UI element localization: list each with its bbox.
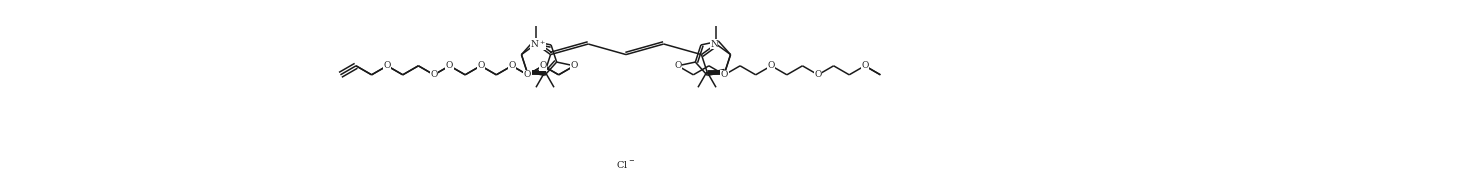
Text: O: O — [477, 61, 484, 70]
Text: O: O — [477, 61, 484, 70]
Text: O: O — [861, 61, 868, 70]
Text: Cl$^-$: Cl$^-$ — [615, 160, 634, 171]
Text: N: N — [710, 39, 718, 48]
Text: N$^+$: N$^+$ — [530, 38, 546, 50]
Text: O: O — [508, 61, 515, 70]
Text: O: O — [767, 61, 774, 70]
Text: O: O — [814, 70, 821, 79]
Text: O: O — [674, 61, 682, 70]
Text: O: O — [524, 70, 531, 79]
Text: O: O — [430, 70, 437, 79]
Text: O: O — [721, 70, 729, 79]
Text: O: O — [384, 61, 392, 70]
Text: O: O — [539, 61, 546, 70]
Text: O: O — [446, 61, 453, 70]
Text: O: O — [571, 61, 578, 70]
